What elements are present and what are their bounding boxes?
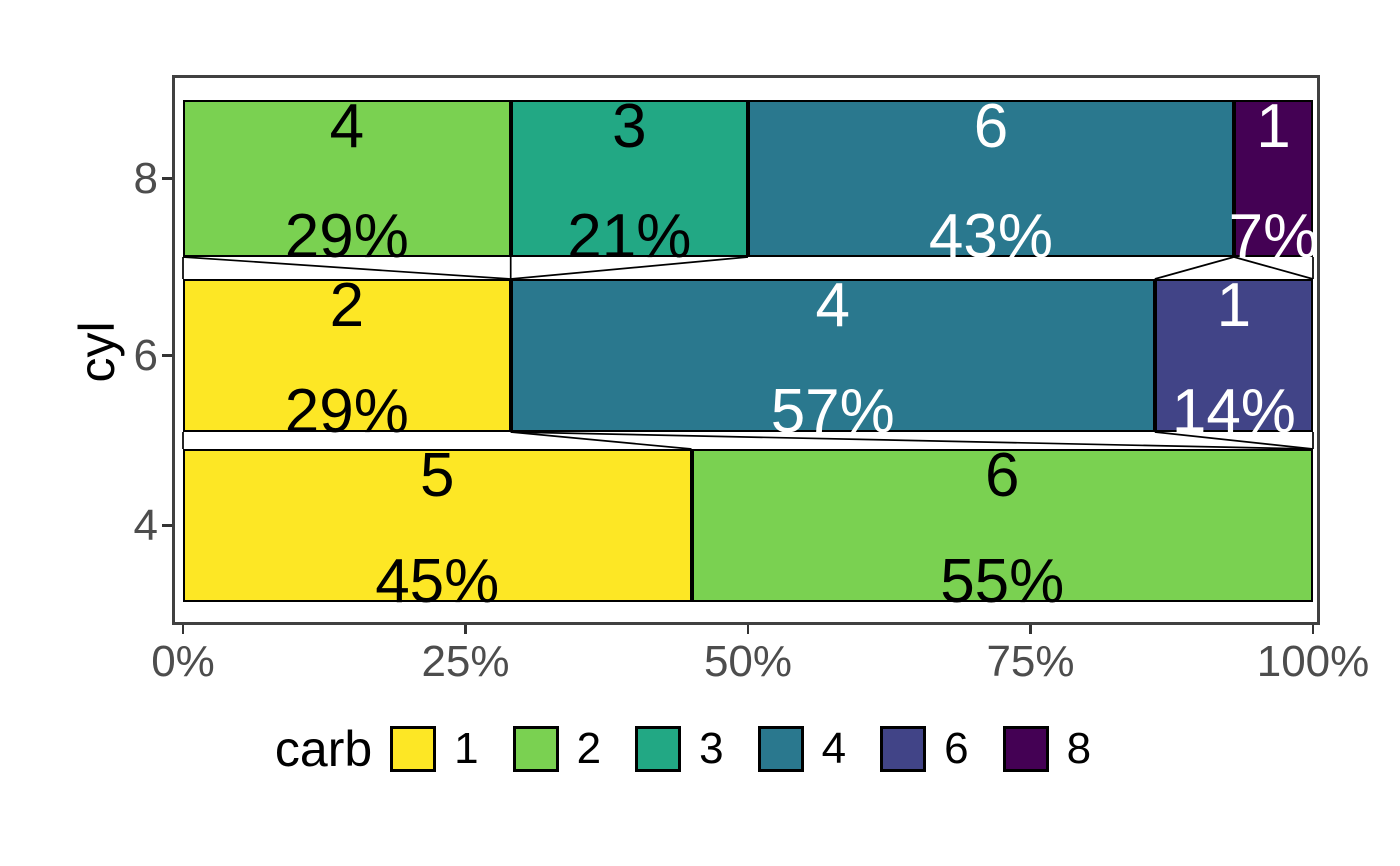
legend-item-label: 8 — [1066, 724, 1092, 773]
x-axis-tick — [464, 625, 467, 634]
legend-item-label: 3 — [699, 724, 724, 773]
bar-segment-cyl6-carb6 — [1154, 279, 1313, 432]
legend-item-carb8: 8 — [1002, 724, 1125, 773]
y-axis-tick — [162, 524, 172, 527]
bar-segment-cyl8-carb3 — [510, 100, 748, 257]
x-axis-tick — [1311, 625, 1315, 634]
legend-item-carb1: 1 — [390, 726, 512, 772]
legend-item-carb2: 2 — [512, 724, 635, 773]
bar-segment-cyl8-carb4 — [748, 100, 1234, 257]
legend-swatch-carb6 — [880, 726, 927, 772]
legend: carb 1 2 3 4 6 8 — [0, 724, 1400, 774]
legend-swatch-carb1 — [390, 726, 437, 772]
y-axis-tick-label: 6 — [133, 330, 158, 380]
bar-segment-cyl4-carb1 — [183, 449, 692, 602]
y-axis-tick — [162, 177, 172, 180]
y-axis-tick-label: 4 — [133, 500, 158, 550]
bar-segment-cyl6-carb4 — [510, 279, 1155, 432]
plot-panel-border — [172, 75, 1320, 625]
legend-item-carb4: 4 — [757, 724, 880, 773]
bar-segment-cyl4-carb2 — [691, 449, 1313, 602]
x-axis-tick-label: 100% — [1256, 637, 1370, 686]
legend-item-carb6: 6 — [880, 726, 1002, 772]
bar-segment-cyl8-carb8 — [1233, 100, 1313, 257]
bar-segment-cyl6-carb1 — [183, 279, 511, 432]
x-axis-tick — [746, 625, 750, 634]
y-axis-title: cyl — [69, 321, 125, 383]
legend-swatch-carb2 — [512, 726, 559, 772]
legend-swatch-carb8 — [1002, 726, 1049, 772]
legend-item-label: 1 — [454, 724, 479, 773]
legend-swatch-carb4 — [757, 726, 804, 772]
y-axis-tick — [162, 354, 172, 357]
legend-item-label: 4 — [821, 724, 847, 773]
legend-item-label: 6 — [944, 724, 969, 773]
x-axis-tick-label: 75% — [986, 637, 1075, 686]
y-axis-tick-label: 8 — [133, 153, 158, 203]
x-axis-tick-label: 50% — [703, 637, 793, 686]
legend-item-label: 2 — [576, 724, 602, 773]
legend-title: carb — [274, 721, 373, 777]
x-axis-tick-label: 25% — [421, 637, 510, 686]
x-axis-tick — [181, 625, 185, 634]
bar-segment-cyl8-carb2 — [183, 100, 511, 257]
x-axis-tick — [1029, 625, 1032, 634]
x-axis-tick-label: 0% — [151, 637, 215, 686]
legend-swatch-carb3 — [635, 726, 682, 772]
legend-item-carb3: 3 — [635, 726, 757, 772]
